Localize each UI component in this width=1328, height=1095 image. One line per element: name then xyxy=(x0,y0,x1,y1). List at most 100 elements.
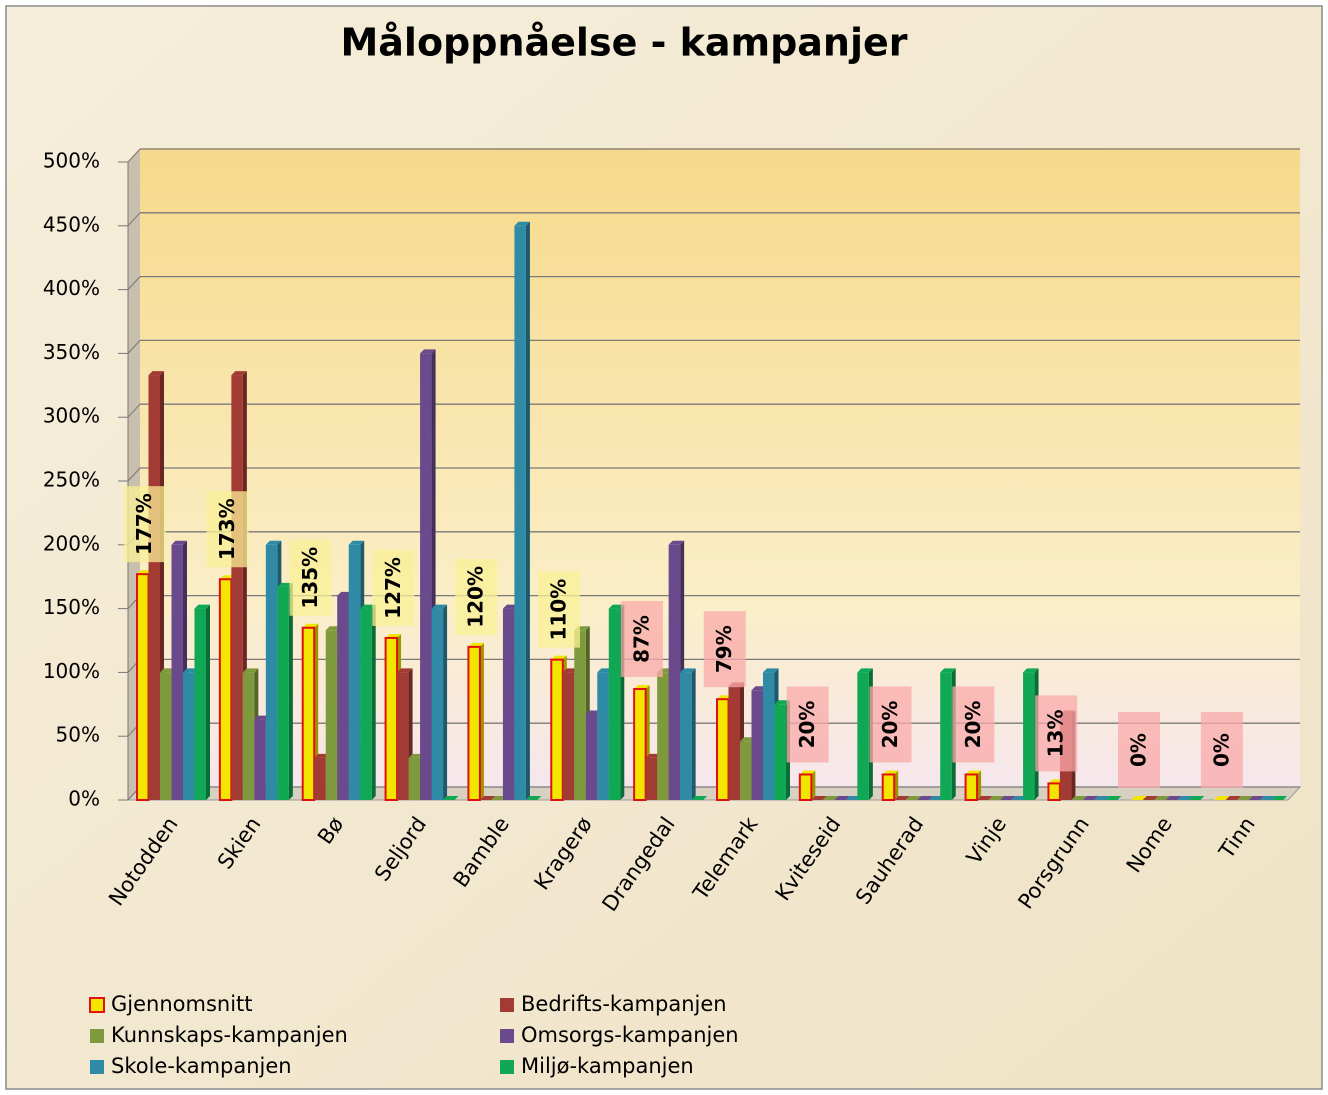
data-label: 177% xyxy=(123,486,166,563)
bar-top xyxy=(1000,796,1016,800)
bar-top xyxy=(231,371,247,376)
bar-face xyxy=(136,573,150,802)
bar xyxy=(1248,796,1265,800)
y-tick-label: 200% xyxy=(43,531,100,555)
bar-top xyxy=(1082,796,1099,800)
bar-face xyxy=(242,672,255,800)
bar-face xyxy=(763,672,775,800)
bar xyxy=(1225,796,1242,800)
bar-top xyxy=(988,796,1005,800)
bar xyxy=(1154,796,1170,800)
bar-top xyxy=(1225,796,1242,800)
y-tick-label: 450% xyxy=(43,212,100,236)
bar xyxy=(467,642,484,801)
bar-face xyxy=(657,672,669,800)
bar-top xyxy=(1142,796,1159,800)
data-label-box xyxy=(289,539,332,616)
y-tick-label: 50% xyxy=(56,723,100,747)
bar-side xyxy=(443,604,448,800)
bar-face xyxy=(160,672,172,800)
data-label-box xyxy=(620,600,663,677)
bar xyxy=(977,796,993,800)
bar-face xyxy=(183,672,195,800)
bar-top xyxy=(1023,668,1039,673)
data-label: 20% xyxy=(786,686,829,763)
bar-face xyxy=(148,375,160,800)
bar-face xyxy=(881,773,896,801)
bar-top xyxy=(1188,796,1205,800)
bar-face xyxy=(562,672,575,800)
bar-top xyxy=(443,796,459,800)
bar xyxy=(194,604,210,800)
bar-top xyxy=(763,668,779,673)
data-label-text: 13% xyxy=(1044,709,1068,757)
legend-label: Kunnskaps-kampanjen xyxy=(111,1023,348,1047)
bar-face xyxy=(325,630,338,800)
bar-top xyxy=(302,623,319,628)
legend-swatch xyxy=(500,1060,514,1074)
grid-line xyxy=(127,403,141,418)
bar-top xyxy=(277,582,293,587)
data-label-box xyxy=(538,571,581,648)
bar-face xyxy=(514,225,526,801)
grid-line xyxy=(127,340,141,354)
data-label-box xyxy=(1118,712,1161,788)
bar xyxy=(1177,796,1193,800)
bar-top xyxy=(1154,796,1170,800)
bar-face xyxy=(1023,672,1035,800)
bar-face xyxy=(348,544,361,800)
bar xyxy=(1237,796,1253,800)
bar xyxy=(1188,796,1205,800)
data-label: 20% xyxy=(952,686,995,763)
bar-top xyxy=(1248,796,1265,800)
data-label-box xyxy=(1035,695,1078,772)
bar-face xyxy=(608,608,621,800)
bar xyxy=(1214,796,1230,800)
legend-swatch xyxy=(500,998,514,1012)
bar xyxy=(277,582,293,800)
bar-top xyxy=(148,371,164,376)
data-label: 135% xyxy=(289,539,332,616)
data-label: 173% xyxy=(206,491,249,568)
bar xyxy=(881,770,899,801)
bar-face xyxy=(574,630,586,800)
data-label: 0% xyxy=(1118,712,1161,788)
bar-face xyxy=(857,672,869,800)
bar xyxy=(1260,796,1276,800)
data-label: 0% xyxy=(1200,712,1243,788)
bar xyxy=(525,796,542,800)
bar-top xyxy=(431,604,448,609)
bar-top xyxy=(811,796,827,800)
bar-top xyxy=(360,604,376,609)
data-label-text: 135% xyxy=(298,547,322,609)
bar-face xyxy=(337,595,349,800)
bar-top xyxy=(171,540,187,545)
grid-line xyxy=(127,276,141,290)
bar xyxy=(1094,796,1110,800)
bar-face xyxy=(1047,782,1061,801)
bar-top xyxy=(774,700,790,705)
y-tick-label: 500% xyxy=(43,149,100,173)
grid-line xyxy=(127,467,141,482)
data-label: 79% xyxy=(703,611,746,688)
data-label-text: 0% xyxy=(1127,733,1151,767)
bar-face xyxy=(502,608,515,800)
bar-top xyxy=(479,796,496,800)
bar xyxy=(431,604,448,800)
bar-face xyxy=(550,658,564,802)
data-label-text: 0% xyxy=(1209,733,1233,767)
bar-top xyxy=(397,668,413,673)
bar-face xyxy=(467,645,481,801)
bar-top xyxy=(799,770,816,775)
data-label-text: 20% xyxy=(795,701,819,749)
bar-face xyxy=(265,544,278,800)
data-label-text: 20% xyxy=(878,701,902,749)
bar-top xyxy=(965,770,982,775)
bar-face xyxy=(420,353,432,800)
bar xyxy=(1165,796,1182,800)
bar xyxy=(443,796,459,800)
data-label: 120% xyxy=(455,558,498,635)
y-tick-label: 100% xyxy=(43,659,100,683)
bar-top xyxy=(348,540,365,545)
bar xyxy=(1082,796,1099,800)
